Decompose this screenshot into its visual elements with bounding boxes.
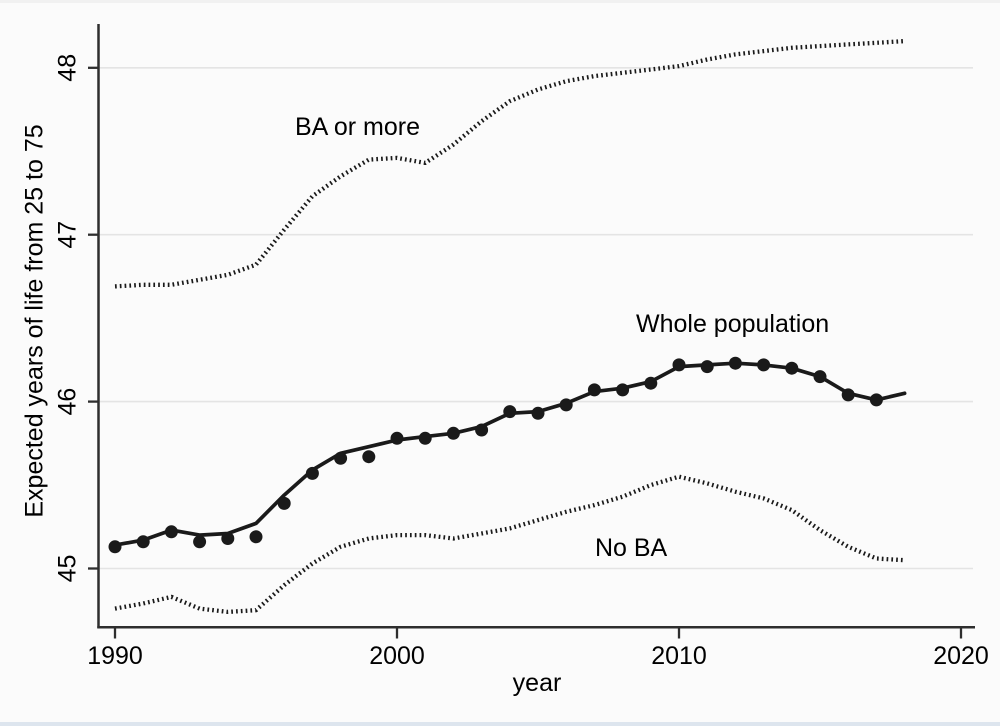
- data-point: [334, 451, 348, 465]
- data-point: [136, 535, 150, 549]
- x-tick-label: 2000: [369, 642, 425, 670]
- series-ba-or-more-line: [114, 38, 905, 289]
- x-axis-title: year: [513, 669, 562, 697]
- data-point: [757, 358, 771, 372]
- data-point: [813, 370, 827, 384]
- data-point: [475, 423, 489, 437]
- data-point: [672, 358, 686, 372]
- data-point: [531, 406, 545, 420]
- data-point: [644, 376, 658, 390]
- data-point: [446, 426, 460, 440]
- x-tick-label: 1990: [87, 642, 143, 670]
- data-point: [503, 405, 517, 419]
- data-point: [305, 466, 319, 480]
- tick-labels: 45 46 47 48 1990 2000 2010 2020: [54, 54, 989, 670]
- data-point: [616, 383, 630, 397]
- label-no-ba: No BA: [595, 534, 668, 562]
- y-tick-label: 46: [54, 388, 82, 416]
- gridlines: [98, 67, 973, 570]
- series-whole-population-data-points: [108, 356, 883, 554]
- y-axis-title: Expected years of life from 25 to 75: [21, 124, 49, 517]
- data-point: [362, 450, 376, 464]
- data-point: [249, 530, 263, 544]
- x-tick-label: 2010: [651, 642, 707, 670]
- data-point: [418, 431, 432, 445]
- data-point: [728, 356, 742, 370]
- label-whole-population: Whole population: [636, 310, 829, 338]
- ticks: [88, 66, 963, 639]
- y-tick-label: 47: [54, 221, 82, 249]
- data-point: [277, 496, 291, 510]
- bottom-strip: [0, 722, 1000, 726]
- axes: [97, 24, 975, 629]
- top-strip: [0, 0, 1000, 3]
- series-no-ba-line: [114, 474, 905, 615]
- x-tick-label: 2020: [933, 642, 989, 670]
- label-ba-or-more: BA or more: [295, 113, 420, 141]
- data-point: [841, 388, 855, 402]
- data-point: [700, 360, 714, 374]
- y-tick-label: 45: [54, 555, 82, 583]
- series-whole-population-fitted-line-line: [113, 361, 907, 547]
- series: [108, 38, 907, 615]
- data-point: [869, 393, 883, 407]
- series-labels: BA or more Whole population No BA: [295, 113, 829, 562]
- data-point: [108, 540, 122, 554]
- data-point: [559, 398, 573, 412]
- data-point: [587, 383, 601, 397]
- data-point: [221, 532, 235, 545]
- data-point: [164, 525, 178, 539]
- data-point: [785, 361, 799, 375]
- y-tick-label: 48: [54, 54, 82, 82]
- data-point: [193, 535, 207, 549]
- data-point: [390, 431, 404, 445]
